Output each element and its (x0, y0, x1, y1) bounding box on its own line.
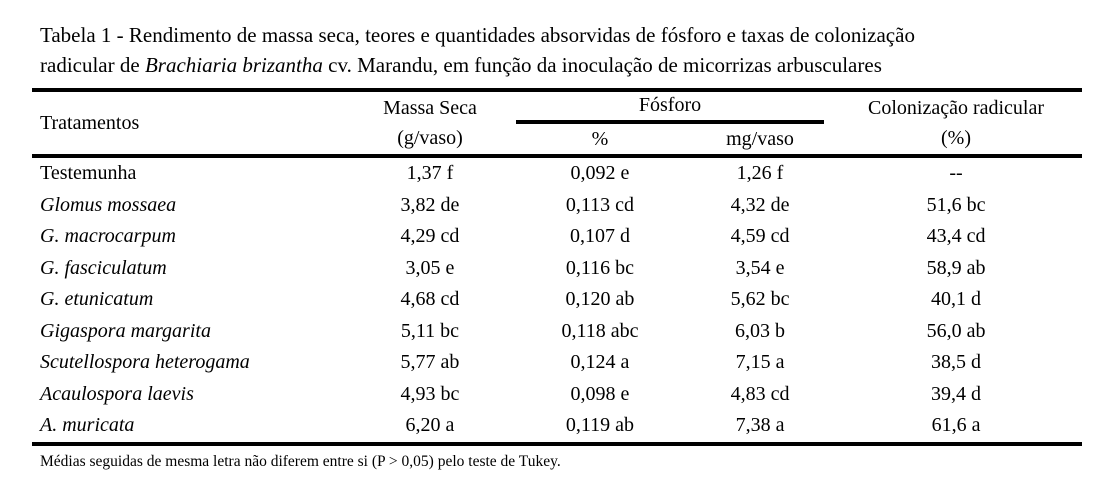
fosforo-mg-cell: 4,32 de (730, 193, 790, 216)
massa-seca-cell: 4,68 cd (400, 288, 460, 311)
treatment-cell: G. macrocarpum (40, 225, 176, 248)
massa-seca-cell: 6,20 a (405, 414, 455, 437)
colonizacao-cell: -- (949, 162, 963, 185)
table-row: Acaulospora laevis 4,93 bc 0,098 e 4,83 cd 3… (32, 379, 1082, 411)
table-row: A. muricata 6,20 a 0,119 ab 7,38 a 61,6 a (32, 410, 1082, 444)
massa-seca-cell: 4,93 bc (400, 382, 460, 405)
header-row-1: Tratamentos Massa Seca (g/vaso) Fósforo … (32, 90, 1082, 149)
header-fosforo-group: Fósforo (510, 90, 830, 124)
treatment-cell: Testemunha (40, 162, 137, 185)
table-row: G. fasciculatum 3,05 e 0,116 bc 3,54 e 58,9 … (32, 253, 1082, 285)
massa-seca-cell: 5,77 ab (400, 351, 460, 374)
treatment-cell: G. etunicatum (40, 288, 154, 311)
colonizacao-cell: 58,9 ab (926, 256, 986, 279)
data-table: Tratamentos Massa Seca (g/vaso) Fósforo … (32, 88, 1083, 446)
header-massa-seca-label: Massa Seca (383, 97, 477, 119)
treatment-cell: Gigaspora margarita (40, 319, 211, 342)
fosforo-mg-cell: 7,15 a (735, 351, 785, 374)
table-row: Glomus mossaea 3,82 de 0,113 cd 4,32 de 51,6… (32, 190, 1082, 222)
colonizacao-cell: 56,0 ab (926, 319, 986, 342)
table-body: Testemunha 1,37 f 0,092 e 1,26 f -- Glomus mo… (32, 156, 1082, 444)
caption-line2-suffix: cv. Marandu, em função da inoculação de … (322, 53, 882, 77)
fosforo-mg-cell: 4,83 cd (730, 382, 790, 405)
fosforo-mg-cell: 7,38 a (735, 414, 785, 437)
caption-line2-prefix: radicular de (40, 53, 145, 77)
table-row: Testemunha 1,37 f 0,092 e 1,26 f -- (32, 156, 1082, 190)
header-massa-seca-unit: (g/vaso) (397, 127, 463, 149)
fosforo-pct-cell: 0,116 bc (565, 256, 635, 279)
massa-seca-cell: 3,82 de (400, 193, 460, 216)
header-row-2: % mg/vaso (32, 124, 1082, 156)
massa-seca-cell: 4,29 cd (400, 225, 460, 248)
fosforo-pct-cell: 0,120 ab (565, 288, 635, 311)
table-caption: Tabela 1 - Rendimento de massa seca, teo… (0, 0, 1112, 88)
header-colonizacao-label: Colonização radicular (868, 97, 1045, 119)
header-fosforo-mg: mg/vaso (726, 128, 794, 150)
header-colonizacao: Colonização radicular (%) (830, 90, 1082, 156)
table-footnote: Médias seguidas de mesma letra não difer… (40, 452, 561, 470)
table-row: G. etunicatum 4,68 cd 0,120 ab 5,62 bc 40,1 … (32, 284, 1082, 316)
fosforo-mg-cell: 3,54 e (735, 256, 785, 279)
table-row: Scutellospora heterogama 5,77 ab 0,124 a 7,… (32, 347, 1082, 379)
treatment-cell: G. fasciculatum (40, 256, 167, 279)
fosforo-mg-cell: 4,59 cd (730, 225, 790, 248)
treatment-cell: A. muricata (40, 414, 135, 437)
massa-seca-cell: 1,37 f (406, 162, 454, 185)
colonizacao-cell: 61,6 a (931, 414, 981, 437)
treatment-cell: Acaulospora laevis (40, 382, 194, 405)
fosforo-pct-cell: 0,119 ab (565, 414, 635, 437)
fosforo-mg-cell: 6,03 b (735, 319, 785, 342)
colonizacao-cell: 43,4 cd (926, 225, 986, 248)
header-colonizacao-unit: (%) (941, 127, 971, 149)
header-massa-seca: Massa Seca (g/vaso) (350, 90, 510, 156)
header-fosforo-pct: % (591, 128, 609, 150)
table-row: Gigaspora margarita 5,11 bc 0,118 abc 6,03 … (32, 316, 1082, 348)
table-row: G. macrocarpum 4,29 cd 0,107 d 4,59 cd 43,4 … (32, 221, 1082, 253)
colonizacao-cell: 51,6 bc (926, 193, 986, 216)
colonizacao-cell: 39,4 d (931, 382, 982, 405)
massa-seca-cell: 5,11 bc (400, 319, 460, 342)
fosforo-pct-cell: 0,092 e (570, 162, 630, 185)
fosforo-pct-cell: 0,113 cd (565, 193, 635, 216)
header-fosforo-label: Fósforo (516, 92, 825, 124)
treatment-cell: Glomus mossaea (40, 193, 177, 216)
massa-seca-cell: 3,05 e (405, 256, 455, 279)
caption-species-name: Brachiaria brizantha (144, 53, 323, 77)
fosforo-pct-cell: 0,124 a (570, 351, 630, 374)
caption-line1: Tabela 1 - Rendimento de massa seca, teo… (40, 23, 915, 47)
colonizacao-cell: 40,1 d (931, 288, 982, 311)
fosforo-pct-cell: 0,098 e (570, 382, 630, 405)
fosforo-pct-cell: 0,107 d (570, 225, 630, 248)
fosforo-mg-cell: 5,62 bc (730, 288, 790, 311)
fosforo-pct-cell: 0,118 abc (561, 319, 639, 342)
header-tratamentos: Tratamentos (40, 112, 140, 134)
table-header: Tratamentos Massa Seca (g/vaso) Fósforo … (32, 90, 1083, 156)
colonizacao-cell: 38,5 d (931, 351, 982, 374)
fosforo-mg-cell: 1,26 f (736, 162, 784, 185)
treatment-cell: Scutellospora heterogama (40, 351, 250, 374)
